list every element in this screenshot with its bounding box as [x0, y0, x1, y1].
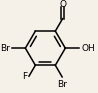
Text: OH: OH [81, 44, 95, 53]
Text: Br: Br [0, 44, 10, 53]
Text: F: F [23, 72, 28, 81]
Text: Br: Br [57, 80, 67, 89]
Text: O: O [59, 0, 66, 9]
